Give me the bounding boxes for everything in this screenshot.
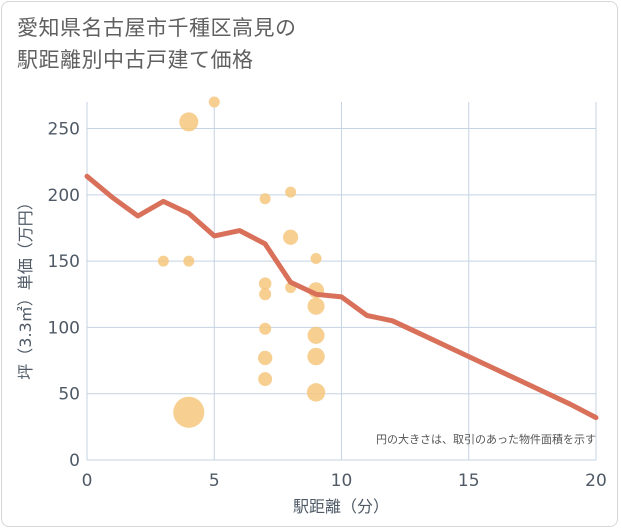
bubble-6 [258, 277, 272, 290]
bubble-2 [157, 255, 169, 267]
x-tick-label-0: 0 [82, 471, 93, 491]
x-axis-title: 駅距離（分） [293, 497, 389, 516]
y-tick-label-5: 250 [48, 120, 80, 140]
bubble-17 [307, 326, 325, 344]
y-tick-labels: 0 50 100 150 200 250 [48, 120, 80, 471]
bubble-9 [257, 350, 273, 366]
y-axis-title: 坪（3.3㎡）単価（万円） [16, 194, 35, 379]
y-tick-label-0: 0 [69, 451, 80, 471]
x-tick-label-2: 10 [331, 471, 353, 491]
y-tick-label-2: 100 [48, 318, 80, 338]
x-tick-label-3: 15 [458, 471, 480, 491]
trend-line [84, 173, 599, 421]
bubble-7 [259, 288, 272, 301]
chart-title: 愛知県名古屋市千種区高見の 駅距離別中古戸建て価格 [17, 12, 297, 76]
bubble-series [157, 96, 326, 428]
bubble-3 [183, 255, 195, 267]
x-tick-label-1: 5 [209, 471, 220, 491]
bubble-8 [259, 322, 272, 335]
bubble-0 [208, 96, 220, 108]
bubble-11 [285, 186, 297, 198]
bubble-5 [259, 193, 271, 205]
bubble-10 [258, 372, 273, 387]
chart-title-line-1: 愛知県名古屋市千種区高見の [17, 16, 297, 40]
y-tick-label-4: 200 [48, 186, 80, 206]
bubble-19 [306, 383, 326, 402]
x-tick-label-4: 20 [585, 471, 607, 491]
bubble-1 [179, 112, 199, 132]
chart-title-line-2: 駅距離別中古戸建て価格 [17, 48, 254, 72]
bubble-14 [310, 252, 322, 264]
size-annotation: 円の大きさは、取引のあった物件面積を示す [376, 432, 596, 446]
grid-lines [86, 102, 597, 461]
x-tick-labels: 0 5 10 15 20 [82, 471, 607, 491]
bubble-4 [173, 396, 205, 428]
bubble-16 [307, 297, 325, 315]
y-tick-label-1: 50 [58, 385, 80, 405]
bubble-12 [283, 229, 299, 245]
bubble-18 [307, 347, 325, 366]
y-tick-label-3: 150 [48, 252, 80, 272]
